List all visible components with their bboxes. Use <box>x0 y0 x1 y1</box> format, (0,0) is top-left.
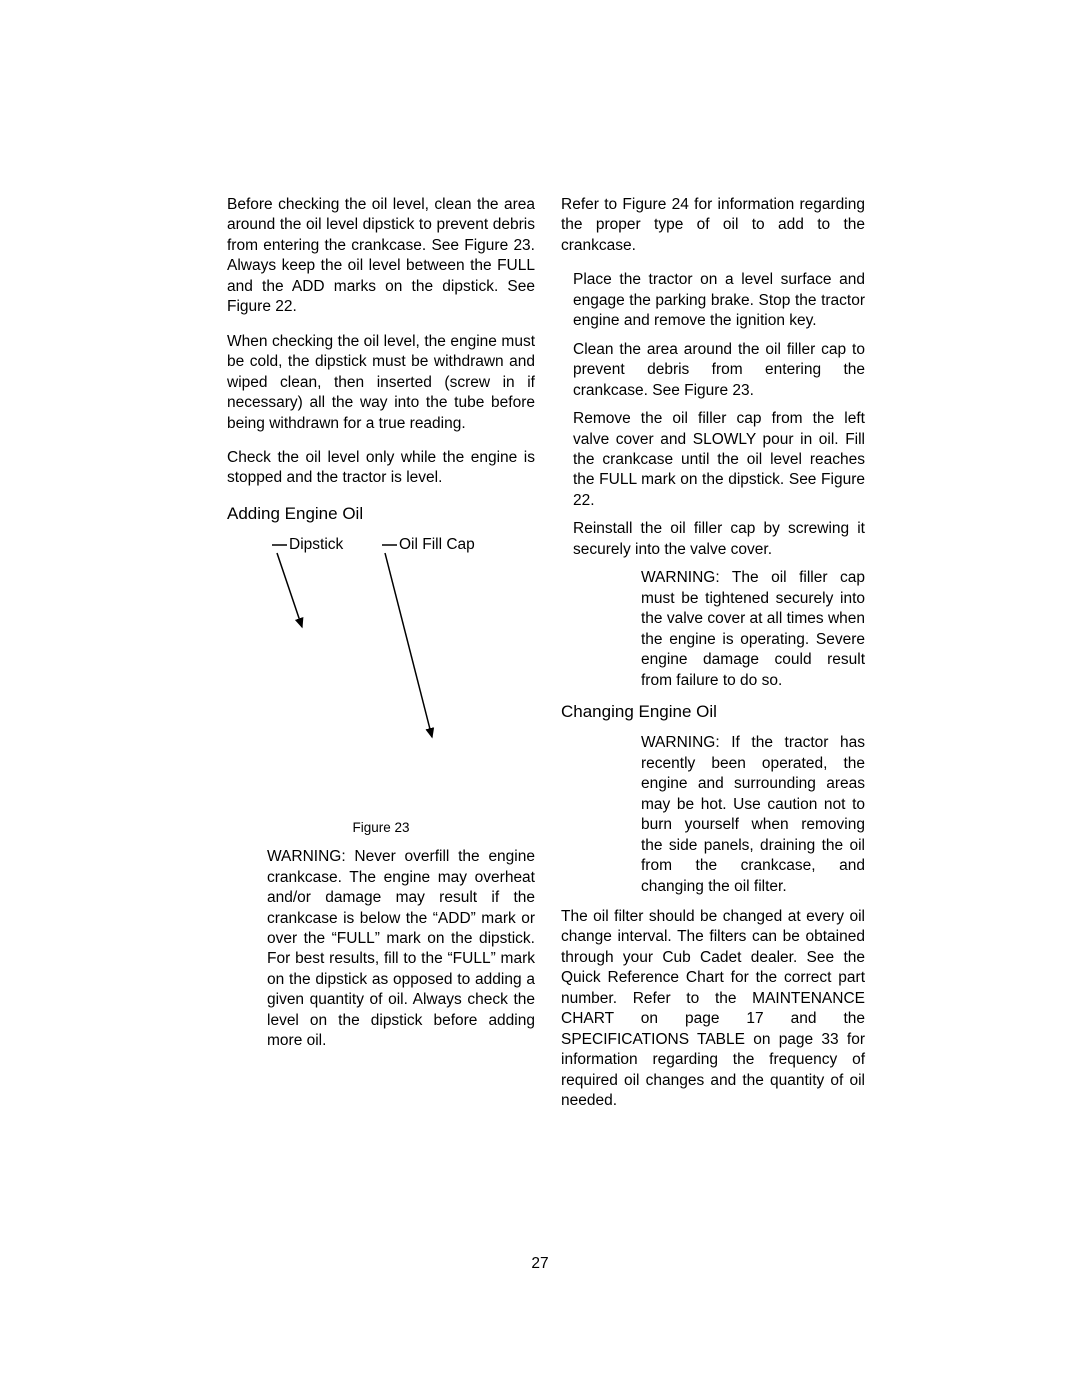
page-number: 27 <box>0 1255 1080 1273</box>
left-para-3: Check the oil level only while the engin… <box>227 448 535 489</box>
right-para-1: Refer to Figure 24 for information regar… <box>561 195 865 256</box>
warning-overfill: WARNING: Never overfill the engine crank… <box>267 847 535 1052</box>
step-3: Remove the oil filler cap from the left … <box>573 409 865 511</box>
page: Before checking the oil level, clean the… <box>0 0 1080 1397</box>
right-column: Refer to Figure 24 for information regar… <box>561 195 865 1126</box>
two-column-layout: Before checking the oil level, clean the… <box>227 195 865 1126</box>
step-4: Reinstall the oil filler cap by screwing… <box>573 519 865 560</box>
left-column: Before checking the oil level, clean the… <box>227 195 535 1126</box>
left-para-2: When checking the oil level, the engine … <box>227 332 535 434</box>
right-para-2: The oil filter should be changed at ever… <box>561 907 865 1112</box>
left-para-1: Before checking the oil level, clean the… <box>227 195 535 318</box>
heading-adding-oil: Adding Engine Oil <box>227 503 535 525</box>
warning-filler-cap: WARNING: The oil filler cap must be tigh… <box>641 568 865 691</box>
step-1: Place the tractor on a level surface and… <box>573 270 865 331</box>
figure-23: Dipstick Oil Fill Cap <box>227 535 535 815</box>
step-2: Clean the area around the oil filler cap… <box>573 340 865 401</box>
heading-changing-oil: Changing Engine Oil <box>561 701 865 723</box>
figure-23-svg <box>227 535 535 815</box>
warning-hot-engine: WARNING: If the tractor has recently bee… <box>641 733 865 897</box>
figure-23-caption: Figure 23 <box>227 819 535 837</box>
